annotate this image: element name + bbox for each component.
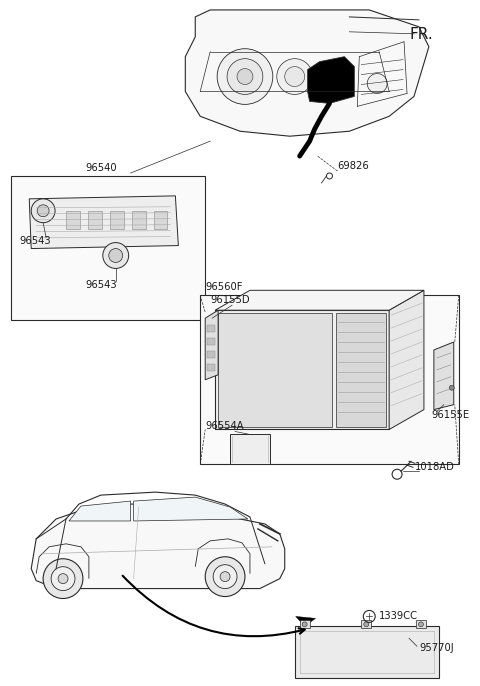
Circle shape: [109, 248, 123, 263]
Circle shape: [449, 386, 454, 390]
Bar: [66, 211, 80, 228]
Circle shape: [367, 73, 387, 93]
Bar: [207, 338, 215, 345]
Text: 96554A: 96554A: [205, 421, 244, 431]
Bar: [132, 211, 145, 228]
Circle shape: [217, 49, 273, 104]
Text: 95770J: 95770J: [419, 643, 454, 653]
Bar: [361, 620, 371, 628]
Circle shape: [103, 243, 129, 268]
Text: 96155E: 96155E: [431, 410, 469, 420]
Polygon shape: [296, 617, 315, 626]
Polygon shape: [389, 290, 424, 429]
Bar: [200, 295, 459, 464]
Circle shape: [43, 558, 83, 598]
Text: 96540: 96540: [85, 163, 117, 173]
Polygon shape: [205, 310, 218, 380]
Bar: [88, 211, 102, 228]
Circle shape: [227, 59, 263, 95]
Bar: [336, 314, 386, 427]
Bar: [154, 211, 168, 228]
Polygon shape: [195, 539, 250, 573]
Bar: [207, 351, 215, 358]
Polygon shape: [36, 544, 89, 578]
Bar: [207, 364, 215, 371]
Text: 96543: 96543: [85, 281, 117, 290]
Circle shape: [364, 622, 369, 627]
Circle shape: [31, 199, 55, 223]
Text: 1339CC: 1339CC: [379, 611, 418, 622]
Polygon shape: [185, 10, 429, 137]
Polygon shape: [434, 342, 454, 410]
Polygon shape: [69, 501, 131, 521]
Circle shape: [205, 557, 245, 597]
Polygon shape: [29, 196, 179, 248]
Text: 96155D: 96155D: [210, 295, 250, 305]
Circle shape: [285, 67, 305, 86]
Text: FR.: FR.: [409, 27, 433, 42]
Bar: [230, 434, 270, 464]
Polygon shape: [31, 504, 285, 589]
Circle shape: [277, 59, 312, 95]
Bar: [295, 626, 439, 678]
Circle shape: [213, 565, 237, 589]
Bar: [416, 620, 426, 628]
Text: 69826: 69826: [337, 161, 369, 171]
Circle shape: [302, 622, 307, 627]
Polygon shape: [133, 497, 248, 521]
Polygon shape: [384, 32, 407, 49]
Bar: [300, 620, 310, 628]
Circle shape: [51, 567, 75, 591]
Polygon shape: [215, 290, 424, 310]
Bar: [12, 176, 205, 320]
Polygon shape: [308, 57, 354, 104]
Bar: [110, 211, 124, 228]
Text: 96543: 96543: [19, 235, 51, 246]
Circle shape: [237, 69, 253, 84]
Circle shape: [419, 622, 423, 627]
Circle shape: [37, 205, 49, 217]
Circle shape: [220, 571, 230, 582]
Text: 96560F: 96560F: [205, 283, 243, 292]
Circle shape: [58, 573, 68, 584]
Bar: [207, 325, 215, 332]
Text: 1018AD: 1018AD: [415, 462, 455, 472]
Bar: [215, 310, 389, 429]
Bar: [218, 314, 333, 427]
